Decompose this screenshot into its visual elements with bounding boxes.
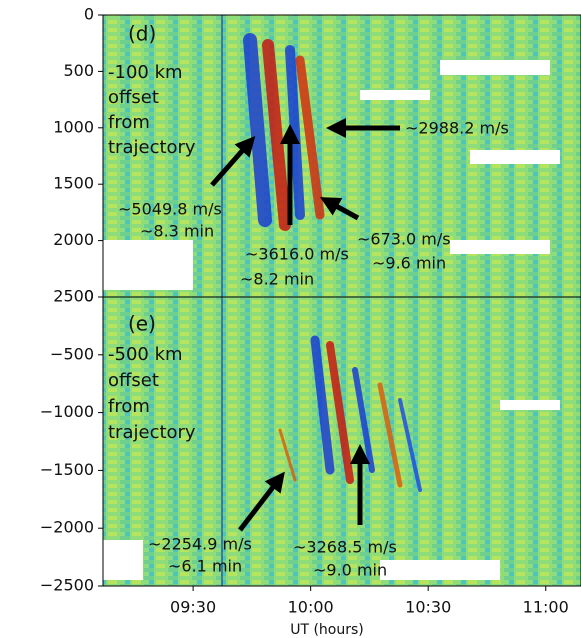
y-tick-label: 1500 [53, 174, 94, 193]
y-tick-label: −1500 [40, 460, 94, 479]
y-tick-label: 1000 [53, 117, 94, 136]
annotation: ~6.1 min [168, 557, 242, 576]
annotation: ~9.6 min [372, 254, 446, 273]
annotation: ~8.3 min [140, 222, 214, 241]
offset-note: -100 km [108, 62, 183, 83]
offset-note: from [108, 396, 150, 417]
annotation: ~9.0 min [313, 561, 387, 580]
y-tick-label: 0 [84, 5, 94, 24]
y-tick-label: 2500 [53, 287, 94, 306]
x-tick-label: 11:00 [523, 598, 569, 617]
y-tick-label: 2000 [53, 230, 94, 249]
annotation: ~3268.5 m/s [293, 538, 397, 557]
annotation: ~2988.2 m/s [405, 119, 509, 138]
frame [102, 296, 581, 587]
annotation: ~8.2 min [240, 270, 314, 289]
offset-note: from [108, 112, 150, 133]
annotation: ~673.0 m/s [357, 230, 451, 249]
offset-note: trajectory [108, 137, 196, 158]
panel-label: (d) [128, 22, 156, 46]
offset-note: offset [108, 87, 159, 108]
y-tick-label: 500 [63, 61, 94, 80]
y-tick-label: −500 [50, 344, 94, 363]
y-tick-label: 0 [84, 287, 94, 306]
x-axis-label: UT (hours) [290, 622, 364, 638]
offset-note: trajectory [108, 422, 196, 443]
arrows [210, 118, 400, 532]
white-gaps [103, 60, 560, 580]
panel-label: (e) [128, 312, 156, 336]
offset-note: offset [108, 370, 159, 391]
y-tick-label: −2500 [40, 576, 94, 595]
y-tick-label: −1000 [40, 402, 94, 421]
annotation: ~5049.8 m/s [118, 200, 222, 219]
annotation: ~3616.0 m/s [245, 245, 349, 264]
annotation: ~2254.9 m/s [148, 535, 252, 554]
offset-note: -500 km [108, 344, 183, 365]
x-tick-label: 09:30 [170, 598, 216, 617]
x-tick-label: 10:00 [288, 598, 334, 617]
y-tick-label: −2000 [40, 518, 94, 537]
x-tick-label: 10:30 [405, 598, 451, 617]
